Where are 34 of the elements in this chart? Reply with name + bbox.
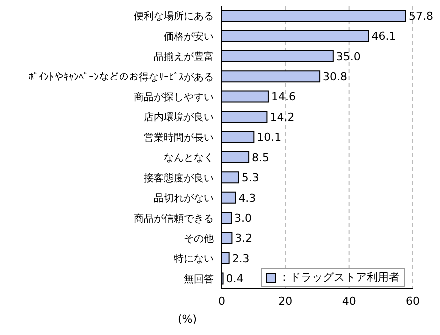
- x-tick-label: 20: [278, 294, 293, 308]
- text: 0.4: [226, 272, 244, 286]
- x-tick-label: 60: [406, 294, 420, 308]
- text: 35.0: [336, 50, 361, 64]
- y-tick-label: 品揃えが豊富: [154, 51, 214, 64]
- y-tick-label: 特にない: [174, 253, 214, 266]
- text: 5.3: [242, 172, 260, 185]
- text: 3.0: [234, 212, 252, 225]
- y-tick-label: ﾎﾟｲﾝﾄやｷｬﾝﾍﾟｰﾝなどのお得なｻｰﾋﾞｽがある: [29, 71, 214, 84]
- y-tick-label: 店内環境が良い: [144, 112, 214, 124]
- text: 14.6: [271, 90, 296, 104]
- legend-label: ：ドラッグストア利用者: [279, 270, 400, 285]
- text: 14.2: [270, 110, 295, 124]
- text: 3.2: [235, 232, 253, 246]
- y-tick-label: 接客態度が良い: [144, 172, 214, 184]
- y-tick-label: 営業時間が長い: [144, 132, 214, 144]
- y-tick-label: 便利な場所にある: [134, 10, 214, 23]
- text: 30.8: [323, 70, 348, 84]
- y-tick-label: 商品が探しやすい: [134, 92, 214, 104]
- text: 10.1: [257, 131, 282, 144]
- x-axis-title: (%): [178, 313, 198, 326]
- y-tick-label: 無回答: [184, 273, 214, 286]
- y-tick-label: 商品が信頼できる: [134, 212, 214, 225]
- x-tick-label: 40: [342, 294, 356, 308]
- text: 8.5: [252, 151, 270, 164]
- text: 46.1: [372, 30, 396, 44]
- y-tick-label: 価格が安い: [164, 30, 214, 43]
- y-tick-label: なんとなく: [164, 153, 214, 164]
- text: 57.8: [408, 10, 434, 23]
- text: 4.3: [238, 192, 256, 205]
- y-tick-label: その他: [184, 233, 214, 246]
- x-tick-label: 0: [218, 294, 226, 308]
- text: 2.3: [232, 252, 250, 266]
- y-tick-label: 品切れがない: [154, 192, 214, 205]
